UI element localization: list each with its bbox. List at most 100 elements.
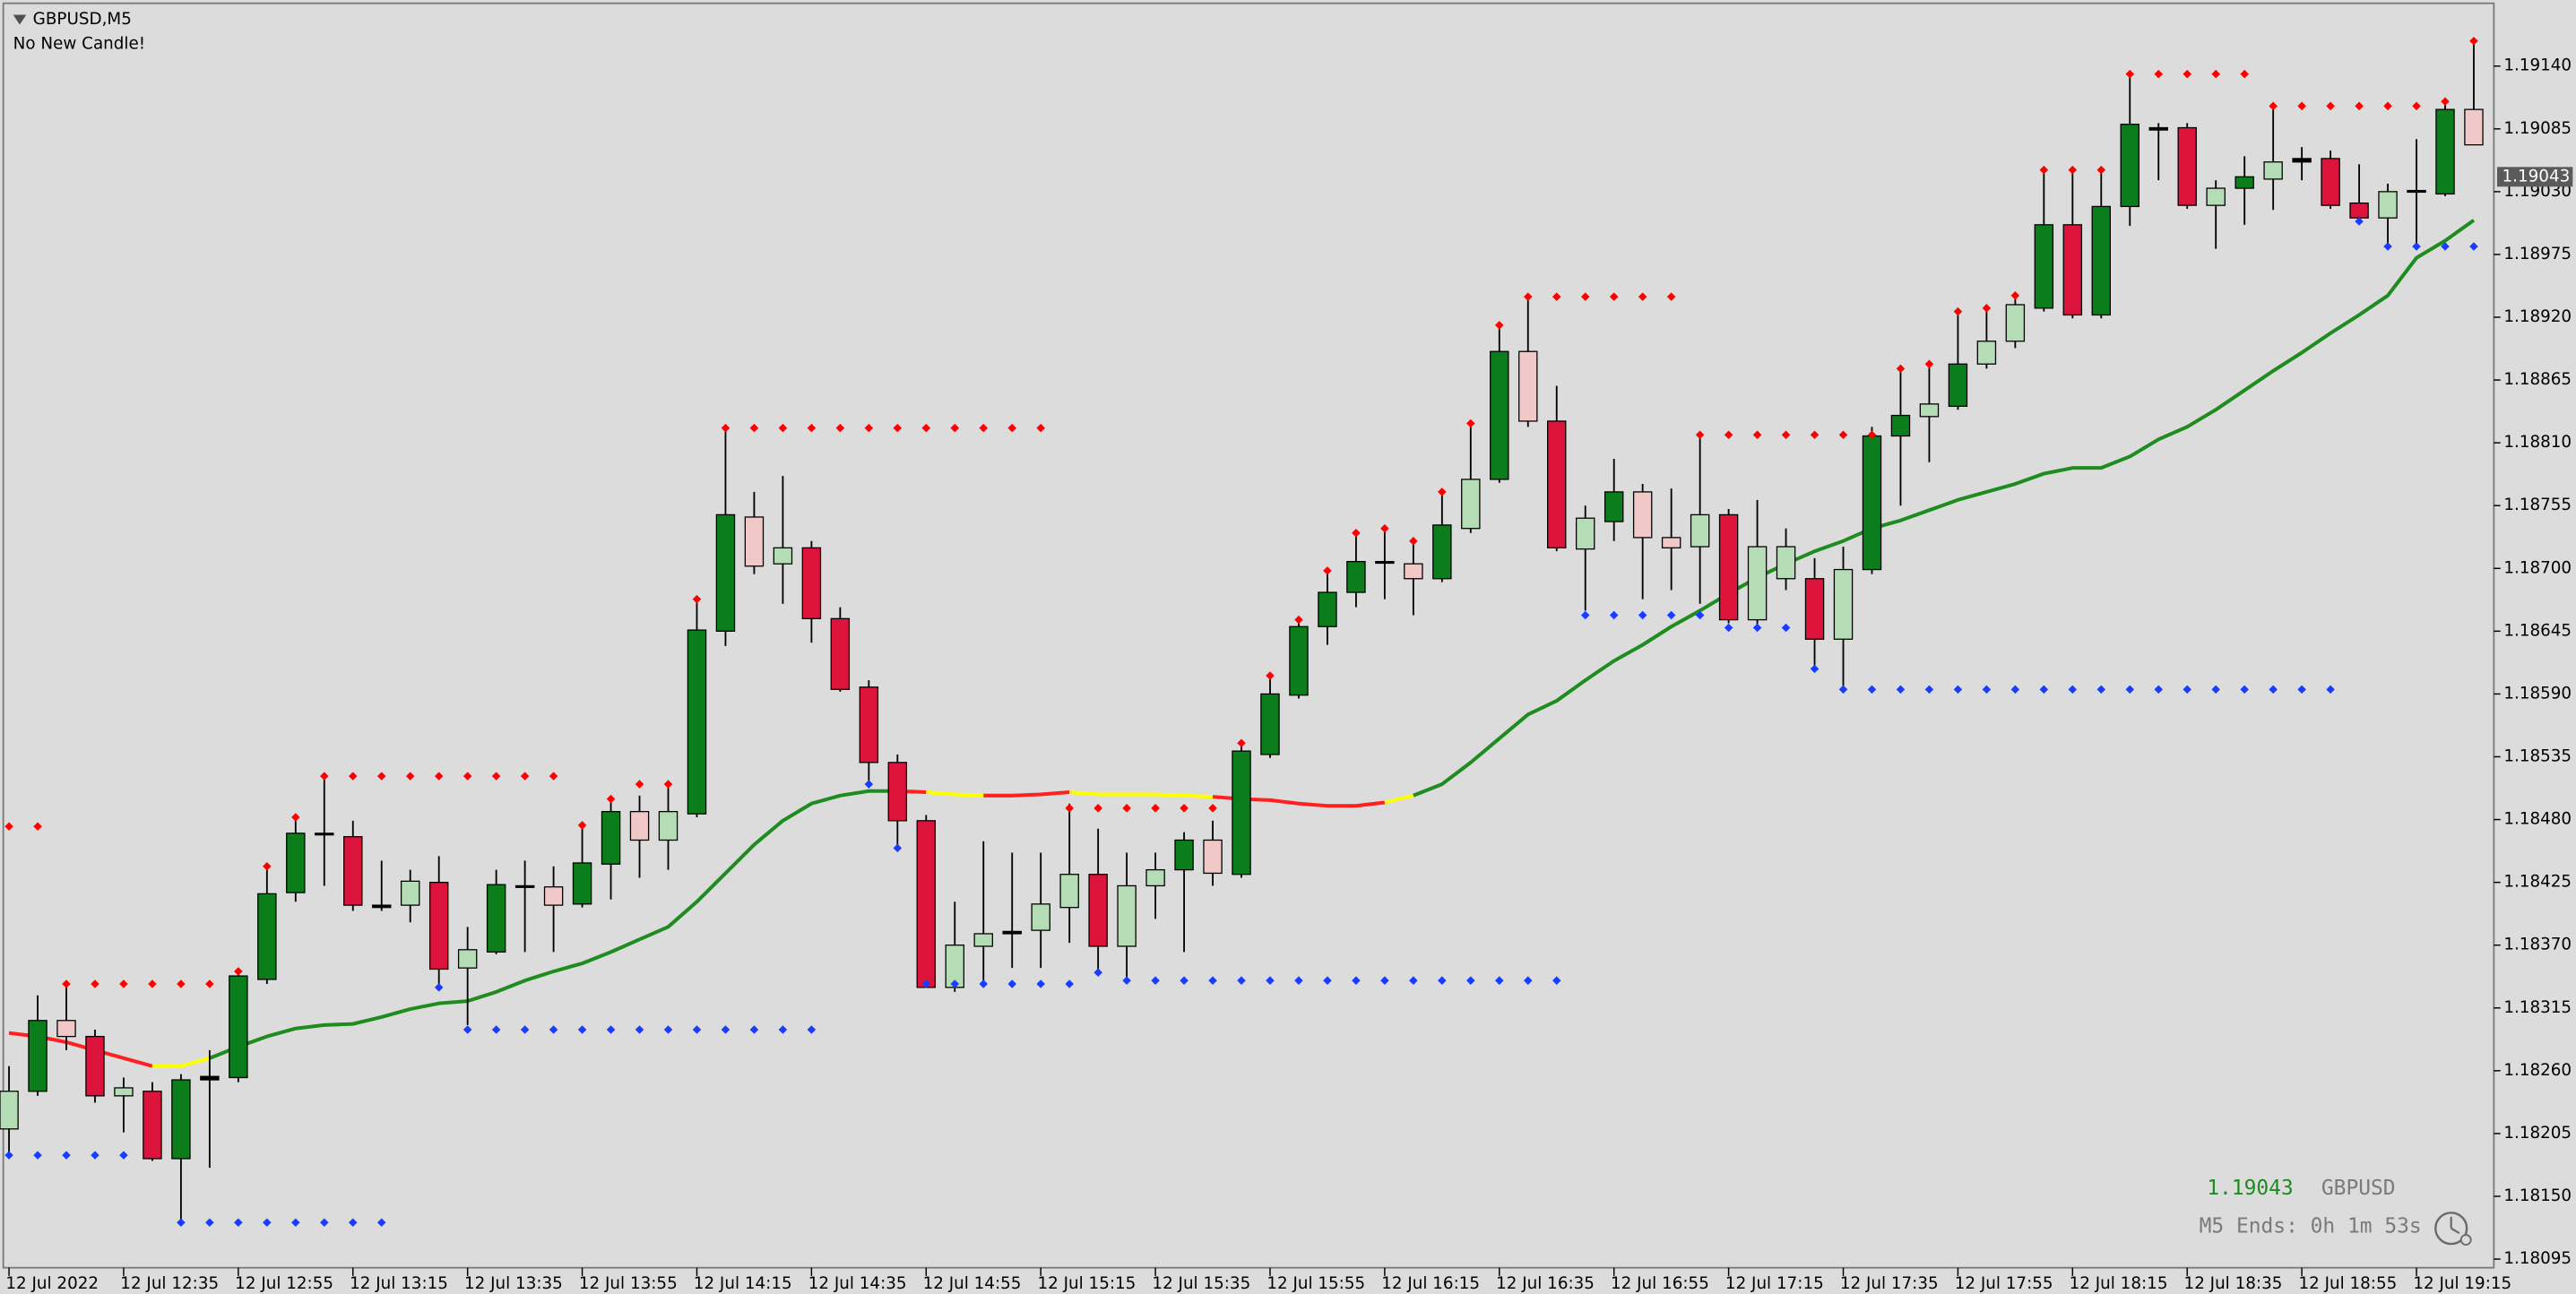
resistance-dot [2297, 101, 2306, 111]
candle-body [2349, 202, 2369, 219]
candle-body [286, 832, 306, 893]
y-tick-label: 1.18865 [2503, 370, 2572, 389]
moving-average [983, 789, 1070, 798]
support-dot [1323, 976, 1332, 985]
support-dot [864, 780, 874, 789]
y-tick-label: 1.19085 [2503, 119, 2572, 138]
support-dot [2211, 685, 2220, 694]
support-dot [1094, 968, 1102, 978]
support-dot [320, 1218, 329, 1228]
candle-body [1375, 561, 1395, 565]
candle-body [2034, 224, 2054, 309]
support-dot [2297, 685, 2306, 694]
candle-body [715, 513, 736, 632]
x-tick-label: 12 Jul 12:55 [235, 1274, 333, 1293]
candle-body [658, 811, 679, 841]
resistance-dot [577, 821, 587, 830]
candle-body [601, 811, 621, 865]
resistance-dot [2183, 69, 2191, 79]
candle-body [1289, 625, 1309, 696]
x-tick-label: 12 Jul 14:15 [694, 1274, 792, 1293]
resistance-dot [1724, 430, 1733, 439]
candle-body [1002, 930, 1022, 935]
resistance-dot [663, 780, 673, 789]
resistance-dot [1924, 359, 1934, 369]
candle-body [744, 516, 765, 567]
candle-body [1174, 839, 1194, 871]
candle-body [1260, 693, 1280, 755]
support-dot [205, 1218, 214, 1228]
support-dot [119, 1151, 128, 1160]
candle-body [1747, 546, 1768, 621]
resistance-dot [1638, 292, 1647, 301]
support-dot [2240, 685, 2249, 694]
candle-body [1690, 513, 1710, 548]
y-tick-label: 1.18425 [2503, 873, 2572, 892]
x-tick-label: 12 Jul 18:15 [2070, 1274, 2168, 1293]
candle-body [2435, 108, 2455, 195]
y-tick-label: 1.18480 [2503, 810, 2572, 829]
support-dot [1752, 623, 1762, 633]
y-tick-label: 1.18370 [2503, 936, 2572, 954]
support-dot [635, 1025, 644, 1034]
support-dot [1609, 610, 1619, 620]
resistance-dot [33, 822, 42, 831]
plot-frame [2, 2, 2495, 1269]
candle-body [2206, 187, 2226, 206]
resistance-dot [1810, 430, 1820, 439]
support-dot [263, 1218, 272, 1228]
candle-body [1318, 591, 1337, 627]
candle-body [143, 1091, 162, 1160]
price-tag-label: 1.19043 [2503, 167, 2571, 185]
x-tick-label: 12 Jul 19:15 [2413, 1274, 2511, 1293]
resistance-dot [1352, 529, 1361, 538]
support-dot [1982, 685, 1992, 694]
price-tag [2497, 167, 2573, 187]
resistance-dot [263, 862, 272, 871]
resistance-dot [1953, 306, 1963, 316]
support-dot [1896, 685, 1906, 694]
resistance-dot [434, 772, 444, 781]
resistance-dot [2383, 101, 2392, 111]
candle-body [1490, 350, 1509, 480]
candle-body [28, 1020, 48, 1092]
candle-body [1059, 874, 1079, 909]
candle-body [1862, 435, 1882, 571]
candle-body [543, 886, 564, 906]
candle-body [1976, 341, 1997, 365]
candle-body [887, 762, 908, 822]
moving-average [1069, 789, 1214, 799]
resistance-dot [1180, 804, 1189, 813]
resistance-dot [1036, 423, 1045, 433]
y-tick-label: 1.18095 [2503, 1249, 2572, 1268]
resistance-dot [950, 423, 960, 433]
y-tick-label: 1.18645 [2503, 621, 2572, 640]
resistance-dot [1466, 418, 1475, 428]
resistance-dot [1094, 804, 1102, 813]
support-dot [1666, 610, 1676, 620]
resistance-dot [1237, 738, 1246, 747]
status-text: No New Candle! [13, 34, 145, 53]
candle-body [428, 881, 449, 970]
support-dot [349, 1218, 358, 1228]
resistance-dot [2269, 101, 2278, 111]
support-dot [2010, 685, 2020, 694]
candle-body [56, 1020, 76, 1038]
resistance-dot [1838, 430, 1848, 439]
support-dot [1838, 685, 1848, 694]
candle-body [1547, 420, 1567, 548]
resistance-dot [2068, 165, 2078, 175]
collapse-icon[interactable] [13, 14, 27, 25]
resistance-dot [1122, 804, 1131, 813]
candle-body [257, 893, 277, 980]
resistance-dot [2125, 69, 2135, 79]
y-tick-label: 1.18150 [2503, 1186, 2572, 1205]
candle-body [687, 629, 707, 815]
candle-body [1604, 491, 1624, 522]
resistance-dot [1065, 804, 1074, 813]
resistance-dot [2240, 69, 2249, 79]
resistance-dot [635, 780, 644, 789]
support-dot [2039, 685, 2049, 694]
x-tick-label: 12 Jul 16:35 [1496, 1274, 1595, 1293]
support-dot [434, 983, 444, 992]
